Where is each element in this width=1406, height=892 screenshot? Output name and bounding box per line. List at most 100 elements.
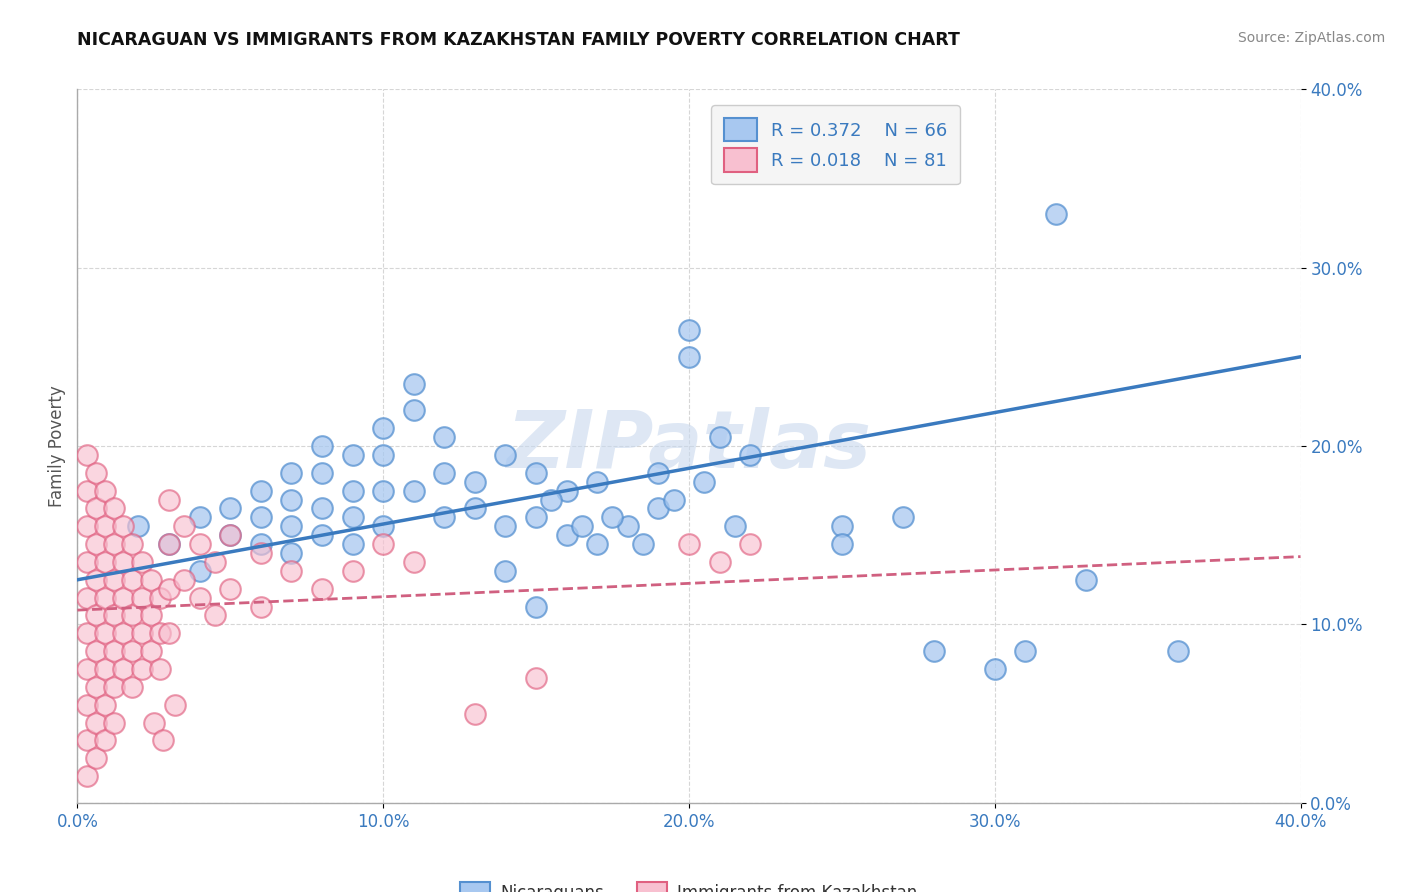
Point <box>984 662 1007 676</box>
Point <box>76 483 98 498</box>
Point <box>152 733 174 747</box>
Point <box>464 706 486 721</box>
Point <box>524 599 547 614</box>
Point <box>131 662 153 676</box>
Point <box>94 483 117 498</box>
Point <box>139 573 162 587</box>
Point <box>250 510 273 524</box>
Point <box>647 466 669 480</box>
Point <box>371 519 394 533</box>
Point <box>139 608 162 623</box>
Point <box>204 555 226 569</box>
Point <box>495 448 517 462</box>
Point <box>142 715 165 730</box>
Point <box>678 350 700 364</box>
Point <box>724 519 747 533</box>
Point <box>121 573 143 587</box>
Point <box>188 537 211 551</box>
Point <box>402 555 425 569</box>
Point <box>121 608 143 623</box>
Point <box>157 537 180 551</box>
Point <box>571 519 593 533</box>
Point <box>1167 644 1189 658</box>
Point <box>84 751 107 765</box>
Point <box>139 644 162 658</box>
Point <box>342 448 364 462</box>
Point <box>131 591 153 605</box>
Point <box>157 626 180 640</box>
Point <box>76 448 98 462</box>
Point <box>112 626 135 640</box>
Point <box>371 537 394 551</box>
Point <box>84 501 107 516</box>
Point <box>188 591 211 605</box>
Point <box>76 769 98 783</box>
Point <box>1045 207 1067 221</box>
Point <box>157 492 180 507</box>
Point <box>678 323 700 337</box>
Point <box>524 671 547 685</box>
Point <box>149 626 172 640</box>
Point <box>76 626 98 640</box>
Point <box>693 475 716 489</box>
Point <box>84 608 107 623</box>
Point <box>149 591 172 605</box>
Point <box>891 510 914 524</box>
Point <box>342 537 364 551</box>
Point <box>433 510 456 524</box>
Point <box>709 430 731 444</box>
Point <box>311 528 333 542</box>
Point <box>76 591 98 605</box>
Point <box>131 626 153 640</box>
Point <box>94 733 117 747</box>
Point <box>131 555 153 569</box>
Point <box>76 519 98 533</box>
Point <box>112 519 135 533</box>
Point <box>173 573 195 587</box>
Point <box>103 537 125 551</box>
Point <box>84 680 107 694</box>
Point <box>84 644 107 658</box>
Point <box>94 555 117 569</box>
Point <box>311 439 333 453</box>
Point <box>121 680 143 694</box>
Point <box>157 582 180 596</box>
Point <box>94 662 117 676</box>
Point <box>831 537 853 551</box>
Point <box>402 403 425 417</box>
Point <box>280 519 302 533</box>
Point <box>311 466 333 480</box>
Point <box>402 483 425 498</box>
Point <box>103 680 125 694</box>
Point <box>165 698 187 712</box>
Point <box>121 537 143 551</box>
Point <box>94 698 117 712</box>
Point <box>280 492 302 507</box>
Point <box>204 608 226 623</box>
Point <box>280 564 302 578</box>
Legend: Nicaraguans, Immigrants from Kazakhstan: Nicaraguans, Immigrants from Kazakhstan <box>454 875 924 892</box>
Point <box>76 662 98 676</box>
Point <box>371 448 394 462</box>
Point <box>121 644 143 658</box>
Point <box>342 510 364 524</box>
Point <box>94 519 117 533</box>
Point <box>311 582 333 596</box>
Point <box>84 715 107 730</box>
Point <box>617 519 640 533</box>
Point <box>103 608 125 623</box>
Y-axis label: Family Poverty: Family Poverty <box>48 385 66 507</box>
Point <box>219 582 242 596</box>
Text: NICARAGUAN VS IMMIGRANTS FROM KAZAKHSTAN FAMILY POVERTY CORRELATION CHART: NICARAGUAN VS IMMIGRANTS FROM KAZAKHSTAN… <box>77 31 960 49</box>
Point <box>433 430 456 444</box>
Point <box>94 591 117 605</box>
Point <box>371 421 394 435</box>
Point <box>280 546 302 560</box>
Point <box>709 555 731 569</box>
Point <box>149 662 172 676</box>
Point <box>103 715 125 730</box>
Point <box>922 644 945 658</box>
Point <box>495 564 517 578</box>
Point <box>555 483 578 498</box>
Point <box>112 662 135 676</box>
